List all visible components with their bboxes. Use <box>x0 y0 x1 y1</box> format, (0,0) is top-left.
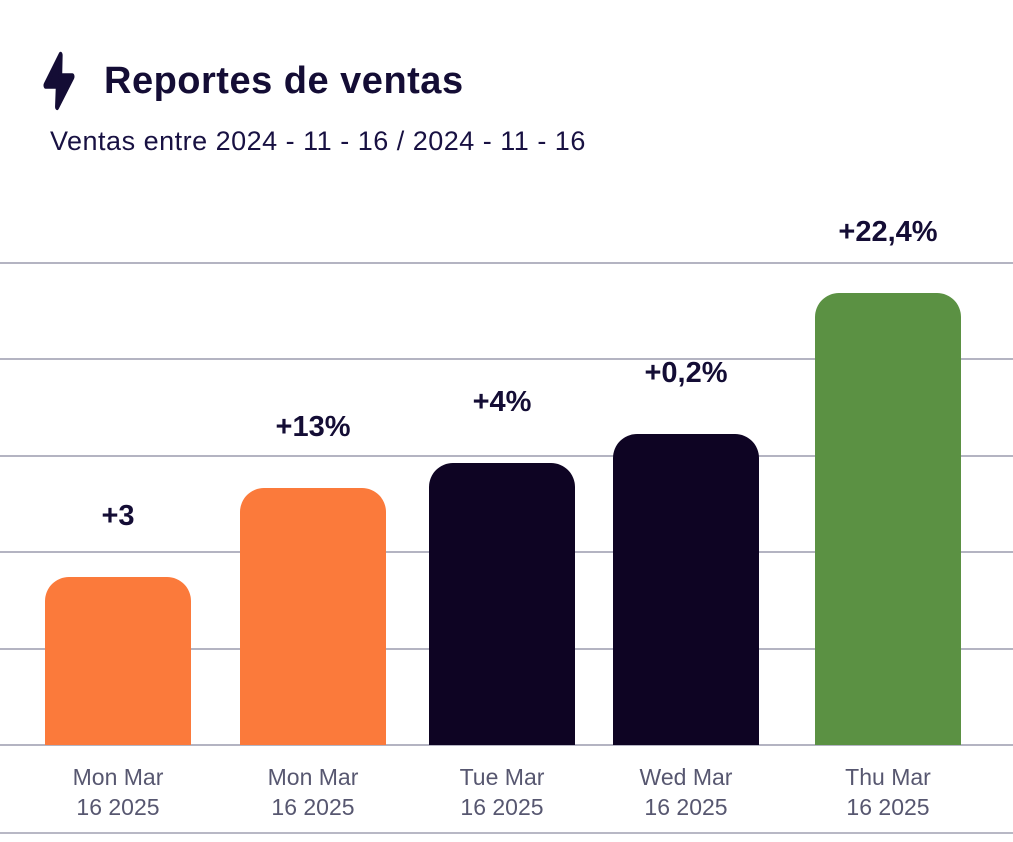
bar-value-label: +22,4% <box>838 216 938 248</box>
chart-bottom-border <box>0 832 1013 834</box>
gridline <box>0 744 1013 746</box>
bar-value-label: +4% <box>472 386 532 418</box>
x-axis-label: Mon Mar 16 2025 <box>268 762 359 822</box>
sales-bar-chart-plot-area: +3 +13% +4% +0,2% +22,4% <box>0 216 1013 746</box>
x-axis-label-line2: 16 2025 <box>76 794 160 820</box>
bar-value-label: +3 <box>101 500 135 532</box>
x-axis-label-line1: Thu Mar <box>845 764 931 790</box>
bar-2[interactable] <box>240 488 386 745</box>
bar-value-label: +0,2% <box>644 357 728 389</box>
date-range-subtitle: Ventas entre 2024 - 11 - 16 / 2024 - 11 … <box>50 126 586 156</box>
x-axis-label: Tue Mar 16 2025 <box>460 762 545 822</box>
page-title: Reportes de ventas <box>104 59 464 102</box>
x-axis-label-line1: Tue Mar <box>459 764 545 790</box>
report-header: Reportes de ventas <box>40 50 464 112</box>
x-axis-label-line1: Wed Mar <box>639 764 733 790</box>
bar-value-label: +13% <box>275 411 351 443</box>
x-axis-label: Wed Mar 16 2025 <box>640 762 733 822</box>
x-axis: Mon Mar 16 2025 Mon Mar 16 2025 Tue Mar 16 20… <box>0 745 1013 833</box>
x-axis-label-line2: 16 2025 <box>846 794 930 820</box>
gridline <box>0 262 1013 264</box>
x-axis-label-line2: 16 2025 <box>271 794 355 820</box>
gridline <box>0 454 1013 457</box>
x-axis-label-line1: Mon Mar <box>72 764 164 790</box>
gridline <box>0 358 1013 361</box>
bar-4[interactable] <box>613 434 759 745</box>
x-axis-label-line2: 16 2025 <box>644 794 728 820</box>
bar-3[interactable] <box>429 463 575 745</box>
lightning-bolt-icon <box>40 50 78 112</box>
bar-1[interactable] <box>45 577 191 745</box>
bar-5[interactable] <box>815 293 961 745</box>
x-axis-label-line1: Mon Mar <box>267 764 359 790</box>
x-axis-label: Mon Mar 16 2025 <box>73 762 164 822</box>
x-axis-label: Thu Mar 16 2025 <box>845 762 931 822</box>
x-axis-label-line2: 16 2025 <box>460 794 544 820</box>
